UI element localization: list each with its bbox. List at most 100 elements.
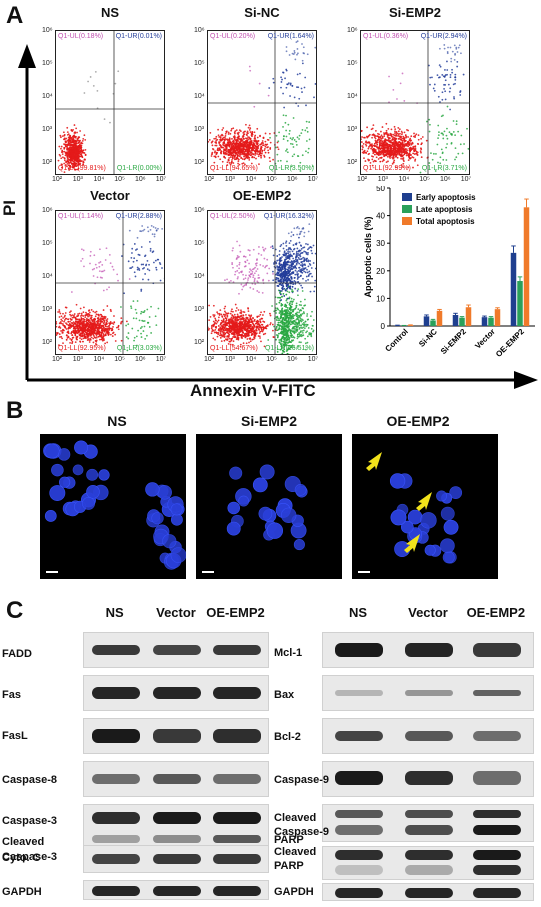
bar-y-tick-label: 10 (376, 294, 385, 303)
quadrant-label-ll: Q1-LL(94.65%) (210, 165, 258, 172)
flow-x-tick: 10⁶ (440, 176, 451, 183)
flow-x-tick: 10⁴ (93, 176, 105, 183)
flow-title-si-emp2: Si-EMP2 (388, 5, 441, 20)
blot-row-label: FasL (2, 730, 28, 742)
protein-band (405, 643, 453, 657)
flow-x-tick: 10⁷ (307, 356, 319, 363)
flow-x-tick: 10⁴ (398, 176, 410, 183)
quadrant-label-ll: Q1-LL(92.95%) (58, 345, 106, 352)
protein-band (472, 850, 521, 860)
blot-strip (83, 761, 269, 797)
panel-letter-b: B (6, 397, 24, 424)
panel-b-title-ns: NS (107, 413, 127, 429)
cell-nucleus (82, 497, 95, 510)
cell-nucleus (170, 503, 183, 516)
quadrant-label-ur: Q1-UR(2.88%) (115, 213, 162, 220)
protein-band (91, 835, 140, 843)
protein-band (212, 729, 261, 743)
bar-y-tick-label: 30 (376, 239, 385, 248)
blot-row-label: Bcl-2 (274, 731, 301, 743)
flow-x-tick: 10² (204, 176, 215, 183)
flow-title-si-nc: Si-NC (244, 5, 280, 20)
flow-plot-ns: Q1-UL(0.18%) Q1-UR(0.01%) Q1-LL(99.81%) Q1-… (55, 30, 165, 175)
cell-nucleus (51, 463, 64, 477)
scale-bar (202, 571, 214, 573)
cell-nucleus (44, 443, 60, 459)
panel-letter-c: C (6, 597, 24, 624)
microscopy-ns (40, 434, 187, 579)
cell-nucleus (229, 466, 243, 480)
blot-strip (322, 718, 534, 754)
flow-y-tick: 10² (347, 158, 358, 166)
protein-band (405, 810, 453, 818)
y-axis-label: PI (0, 199, 20, 217)
flow-x-tick: 10⁷ (460, 176, 472, 183)
cell-nucleus (390, 509, 407, 526)
cell-nucleus (401, 520, 414, 534)
quadrant-label-ll: Q1-LL(99.81%) (58, 165, 106, 172)
flow-y-tick: 10² (42, 338, 53, 346)
cell-nucleus (98, 469, 110, 481)
protein-band (405, 865, 453, 875)
flow-x-tick: 10⁶ (287, 176, 298, 183)
protein-band (153, 729, 201, 743)
cell-nucleus (449, 486, 463, 499)
flow-y-tick: 10³ (42, 125, 53, 133)
blot-row-label: Caspase-9 (274, 774, 330, 786)
blot-row-label: Caspase-3 (2, 815, 58, 827)
blot-row-label: Caspase-8 (2, 774, 58, 786)
quadrant-label-lr: Q1-LR(26.51%) (264, 345, 314, 352)
quadrant-label-ll: Q1-LL(54.67%) (210, 345, 258, 352)
quadrant-label-lr: Q1-LR(0.00%) (116, 165, 162, 172)
apoptosis-arrow-icon (366, 452, 382, 471)
bar-total-apoptosis (436, 310, 443, 326)
bar-category-label: Vector (473, 327, 497, 351)
protein-band (335, 690, 384, 696)
blot-column-oe-emp2: OE-EMP2 (206, 605, 265, 620)
protein-band (212, 645, 261, 655)
flow-x-tick: 10³ (377, 176, 388, 183)
flow-x-tick: 10³ (224, 356, 235, 363)
quadrant-label-ul: Q1-UL(2.50%) (210, 213, 256, 220)
flow-plot-si-nc: Q1-UL(0.20%) Q1-UR(1.64%) Q1-LL(94.65%) Q1-… (207, 30, 317, 175)
blot-column-vector: Vector (156, 605, 196, 620)
cell-nucleus (227, 501, 241, 515)
protein-band (335, 810, 384, 818)
protein-band (153, 645, 201, 655)
flow-y-tick: 10⁴ (194, 272, 205, 280)
flow-y-tick: 10³ (347, 125, 358, 133)
flow-y-tick: 10² (42, 158, 53, 166)
blot-row-label: Cleaved (274, 812, 317, 824)
flow-title-ns: NS (100, 5, 120, 20)
bar-y-tick-label: 40 (376, 212, 385, 221)
protein-band (405, 888, 453, 898)
protein-band (212, 687, 261, 699)
flow-y-tick: 10⁶ (42, 27, 53, 34)
flow-x-tick: 10⁵ (114, 176, 125, 183)
protein-band (91, 886, 140, 896)
cell-nucleus (389, 473, 406, 489)
legend-entry: Late apoptosis (416, 205, 473, 214)
cell-nucleus (57, 448, 71, 461)
protein-band (91, 812, 140, 824)
protein-band (405, 825, 453, 835)
flow-title-oe-emp2: OE-EMP2 (232, 188, 292, 203)
cell-nucleus (252, 477, 268, 493)
legend-swatch (402, 205, 412, 213)
quadrant-label-ur: Q1-UR(2.94%) (420, 33, 467, 40)
cell-nucleus (72, 464, 84, 476)
panel-b-title-si-emp2: Si-EMP2 (240, 413, 297, 429)
flow-y-tick: 10⁴ (194, 92, 205, 100)
flow-x-tick: 10³ (72, 356, 83, 363)
bar-y-tick-label: 0 (381, 322, 386, 331)
protein-band (472, 643, 521, 657)
cell-nucleus (44, 510, 57, 522)
flow-x-tick: 10² (52, 176, 63, 183)
quadrant-label-ur: Q1-UR(1.64%) (267, 33, 314, 40)
flow-y-tick: 10⁵ (194, 59, 205, 67)
protein-band (472, 888, 521, 898)
scale-bar (358, 571, 370, 573)
protein-band (153, 886, 201, 896)
protein-band (91, 854, 140, 864)
flow-x-tick: 10³ (72, 176, 83, 183)
